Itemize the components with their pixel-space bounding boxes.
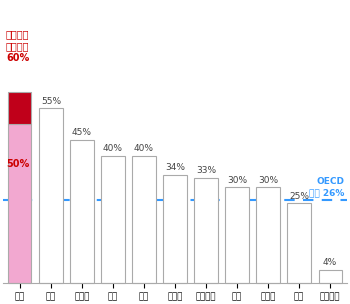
Text: 50%: 50% bbox=[7, 159, 30, 169]
Bar bbox=[194, 178, 218, 282]
Text: 40%: 40% bbox=[103, 144, 123, 153]
Bar bbox=[70, 140, 93, 282]
Text: 33%: 33% bbox=[196, 166, 216, 175]
Bar bbox=[163, 175, 187, 282]
Text: 30%: 30% bbox=[258, 176, 278, 185]
Bar bbox=[132, 156, 156, 282]
Bar bbox=[318, 270, 342, 282]
Text: 45%: 45% bbox=[72, 128, 92, 137]
Text: OECD
평균 26%: OECD 평균 26% bbox=[309, 178, 344, 197]
Bar bbox=[8, 124, 32, 282]
Bar bbox=[225, 187, 249, 282]
Text: 4%: 4% bbox=[323, 258, 337, 267]
Bar bbox=[39, 108, 63, 282]
Text: 최대주주
할증과세
60%: 최대주주 할증과세 60% bbox=[6, 29, 29, 63]
Text: 40%: 40% bbox=[134, 144, 154, 153]
Text: 34%: 34% bbox=[165, 163, 185, 172]
Bar bbox=[101, 156, 125, 282]
Text: 25%: 25% bbox=[289, 192, 309, 201]
Text: 55%: 55% bbox=[41, 97, 61, 105]
Bar bbox=[257, 187, 280, 282]
Bar bbox=[8, 92, 32, 124]
Text: 30%: 30% bbox=[227, 176, 247, 185]
Bar bbox=[287, 203, 311, 282]
